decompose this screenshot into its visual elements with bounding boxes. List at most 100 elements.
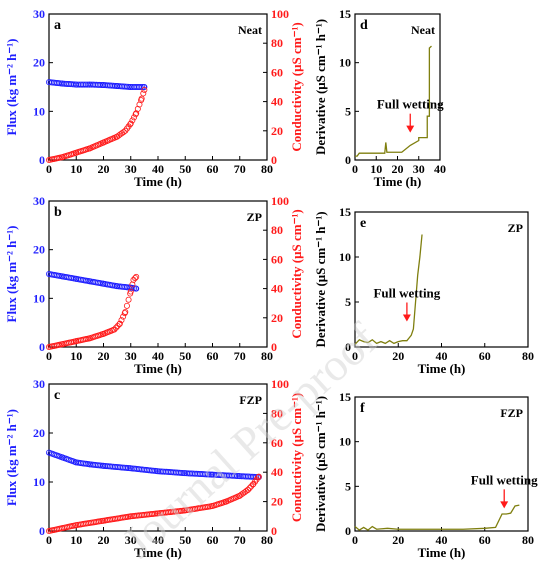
y-tick-label: 0	[345, 340, 351, 354]
x-axis-label: Time (h)	[374, 174, 422, 189]
conductivity-point	[122, 308, 129, 315]
x-tick-label: 20	[392, 533, 404, 547]
panel-title: Neat	[411, 23, 435, 37]
x-tick-label: 60	[207, 162, 219, 176]
x-axis-label: Time (h)	[418, 545, 466, 560]
y2-tick-label: 80	[271, 223, 283, 237]
y2-tick-label: 20	[271, 495, 283, 509]
annotation-arrow-head	[406, 125, 415, 133]
x-tick-label: 80	[261, 533, 273, 547]
flux-point	[141, 84, 148, 91]
panel-letter: c	[54, 388, 60, 403]
x-tick-label: 60	[207, 349, 219, 363]
annotation-arrow-head	[500, 501, 509, 509]
y-tick-label: 20	[33, 426, 45, 440]
y-tick-label: 10	[339, 250, 351, 264]
y-tick-label: 5	[345, 295, 351, 309]
annotation-arrow-head	[402, 314, 411, 322]
y2-tick-label: 60	[271, 65, 283, 79]
panel-letter: b	[54, 205, 62, 220]
y2-tick-label: 20	[271, 124, 283, 138]
x-tick-label: 0	[46, 533, 52, 547]
x-tick-label: 20	[98, 162, 110, 176]
y-axis-label: Flux (kg m⁻² h⁻¹)	[4, 39, 19, 136]
y2-tick-label: 20	[271, 311, 283, 325]
y-tick-label: 0	[39, 153, 45, 167]
panel-title: FZP	[239, 393, 262, 407]
x-tick-label: 80	[522, 349, 534, 363]
x-tick-label: 60	[479, 533, 491, 547]
chart-panel-d: 0 10 20 30 40 Time (h) 0 5 10 15 Derivative (μS cm…	[313, 7, 446, 189]
panel-letter: e	[360, 216, 366, 231]
panel-letter: a	[54, 18, 61, 33]
y2-tick-label: 0	[271, 340, 277, 354]
y-tick-label: 20	[33, 56, 45, 70]
x-tick-label: 20	[392, 349, 404, 363]
chart-panel-e: 0 20 40 60 80 Time (h) 0 5 10 15 Derivative (μS cm…	[313, 205, 534, 376]
y2-tick-label: 40	[271, 95, 283, 109]
y-tick-label: 10	[33, 291, 45, 305]
x-tick-label: 40	[152, 349, 164, 363]
y-tick-label: 10	[33, 104, 45, 118]
x-tick-label: 10	[70, 349, 82, 363]
x-tick-label: 20	[98, 349, 110, 363]
derivative-line	[354, 234, 423, 345]
x-tick-label: 20	[392, 162, 404, 176]
conductivity-point	[118, 317, 125, 324]
y-axis-label: Flux (kg m⁻² h⁻¹)	[4, 409, 19, 506]
x-tick-label: 10	[70, 162, 82, 176]
conductivity-point	[140, 90, 147, 97]
y2-tick-label: 80	[271, 36, 283, 50]
x-tick-label: 10	[370, 162, 382, 176]
y-tick-label: 0	[345, 524, 351, 538]
conductivity-point	[255, 473, 262, 480]
x-tick-label: 60	[479, 349, 491, 363]
conductivity-point	[116, 320, 123, 327]
x-tick-label: 30	[413, 162, 425, 176]
y2-tick-label: 60	[271, 252, 283, 266]
x-tick-label: 80	[261, 162, 273, 176]
y-tick-label: 5	[345, 104, 351, 118]
x-tick-label: 70	[234, 162, 246, 176]
y-tick-label: 30	[33, 194, 45, 208]
x-tick-label: 0	[352, 162, 358, 176]
x-tick-label: 0	[46, 349, 52, 363]
flux-point	[133, 285, 140, 292]
y2-tick-label: 100	[271, 194, 289, 208]
conductivity-point	[243, 488, 250, 495]
y-tick-label: 10	[339, 56, 351, 70]
x-axis-label: Time (h)	[134, 361, 182, 376]
panel-title: ZP	[508, 221, 523, 235]
conductivity-point	[123, 302, 130, 309]
x-tick-label: 40	[434, 162, 446, 176]
x-tick-label: 40	[152, 533, 164, 547]
y-tick-label: 15	[339, 205, 351, 219]
conductivity-point	[138, 95, 145, 102]
x-tick-label: 0	[46, 162, 52, 176]
conductivity-point	[120, 313, 127, 320]
x-tick-label: 20	[98, 533, 110, 547]
y-tick-label: 0	[39, 524, 45, 538]
x-tick-label: 70	[234, 349, 246, 363]
x-tick-label: 40	[436, 349, 448, 363]
y2-tick-label: 100	[271, 7, 289, 21]
conductivity-point	[111, 326, 118, 333]
y-tick-label: 15	[339, 390, 351, 404]
conductivity-point	[127, 120, 134, 127]
panel-letter: d	[360, 18, 368, 33]
y2-tick-label: 60	[271, 436, 283, 450]
conductivity-point	[125, 296, 132, 303]
plot-frame	[354, 211, 529, 348]
x-axis-label: Time (h)	[418, 361, 466, 376]
y-axis-label: Derivative (μS cm⁻¹ h⁻¹)	[313, 19, 328, 155]
conductivity-point	[127, 288, 134, 295]
x-tick-label: 50	[179, 533, 191, 547]
conductivity-point	[133, 273, 140, 280]
y2-tick-label: 100	[271, 377, 289, 391]
x-tick-label: 30	[125, 349, 137, 363]
y-tick-label: 10	[339, 435, 351, 449]
y-tick-label: 0	[39, 340, 45, 354]
y2-tick-label: 80	[271, 406, 283, 420]
conductivity-point	[132, 275, 139, 282]
